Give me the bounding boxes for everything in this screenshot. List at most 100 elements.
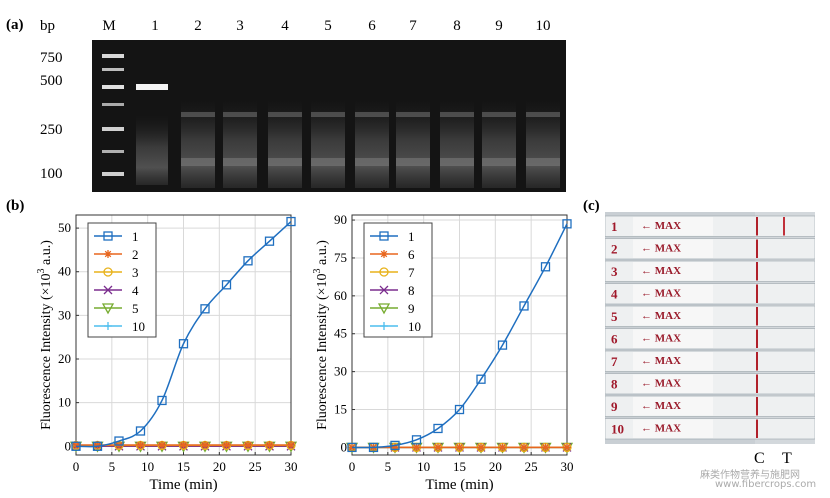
strip-10-max-text: ← MAX	[641, 423, 681, 435]
gel-band-lane-4	[268, 112, 302, 117]
strip-1-max-text: ← MAX	[641, 220, 681, 232]
c0-legend-marker-5	[101, 303, 115, 315]
c0-series-2-point-7	[222, 440, 231, 449]
c1-legend-label-10: 10	[408, 319, 421, 334]
c1-series-6-point-4	[434, 443, 442, 452]
c1-xtick-label-0: 0	[349, 459, 356, 474]
strip-6-max-text: ← MAX	[641, 333, 681, 345]
gel-band-lane-2	[181, 112, 215, 117]
c1-legend-marker-8	[379, 285, 389, 295]
c1-series-6-point-2	[391, 443, 399, 452]
c1-legend-label-7: 7	[408, 265, 415, 280]
c1-xlabel: Time (min)	[425, 477, 493, 493]
strip-4-label-area	[633, 284, 713, 303]
c0-ytick-label-1: 10	[58, 395, 71, 410]
c0-series-2-point-0	[72, 440, 80, 449]
c1-xtick-label-6: 30	[561, 459, 574, 474]
c1-series-1-point-3	[411, 435, 422, 445]
lane-label-3: 3	[236, 18, 244, 34]
strip-5: 5 ← MAX	[605, 305, 815, 327]
chart-right: 0 5 10 15 20 25 30 0 15 30 45 60 75 90 Time (min) Fluor…	[312, 212, 574, 493]
strip-7: 7 ← MAX	[605, 350, 815, 372]
c0-series-1-point-6	[200, 304, 210, 314]
strip-1: 1 ← MAX	[605, 215, 815, 237]
strip-8-max-text: ← MAX	[641, 378, 681, 390]
strip-3-number: 3	[611, 264, 618, 279]
c1-ylabel: Fluorescence Intensity (×103 a.u.)	[312, 240, 330, 430]
lane-label-2: 2	[194, 18, 202, 34]
c0-legend-marker-3	[103, 267, 113, 277]
c1-series-1-point-4	[433, 423, 443, 434]
strip-3-label-area	[633, 262, 713, 281]
c1-ytick-label-2: 30	[334, 364, 347, 379]
c1-series-1-point-5	[454, 404, 465, 415]
c1-legend-marker-7	[379, 267, 389, 277]
c1-ytick-label-0: 0	[341, 439, 348, 454]
c0-legend-label-2: 2	[132, 247, 139, 262]
c1-xtick-label-4: 20	[489, 459, 502, 474]
lane-label-5: 5	[324, 18, 332, 34]
c0-legend-box	[87, 222, 157, 338]
c0-xtick-label-6: 30	[285, 459, 298, 474]
c1-series-1-point-0	[347, 442, 357, 453]
ladder-label-100: 100	[40, 166, 63, 182]
lane-label-10: 10	[535, 18, 551, 34]
c0-legend: 1 2 3 4 5 10	[87, 222, 157, 338]
bp-label: bp	[40, 18, 55, 34]
gel-band-lane-9	[482, 112, 516, 117]
c0-legend-label-3: 3	[132, 265, 139, 280]
c0-legend-marker-1	[103, 231, 113, 241]
c1-legend-marker-10	[380, 322, 388, 330]
marker-lane-label: M	[102, 18, 116, 34]
c1-series-6-point-8	[520, 443, 528, 452]
panel-a-label: (a)	[6, 17, 24, 33]
ladder-label-250: 250	[40, 122, 63, 138]
c0-series-1-point-3	[135, 426, 146, 436]
ladder-label-500: 500	[40, 73, 63, 89]
strip-2-max-text: ← MAX	[641, 243, 681, 255]
c1-series-6-point-5	[455, 443, 464, 452]
c0-series-1-point-10	[286, 216, 296, 227]
c0-series-2-point-5	[179, 440, 188, 449]
c1-series-6-point-9	[541, 443, 550, 452]
c1-legend-marker-6	[380, 250, 388, 258]
c1-series-1-point-10	[562, 219, 572, 229]
c1-ytick-label-4: 60	[334, 288, 347, 303]
strip-3: 3 ← MAX	[605, 260, 815, 282]
c0-series-2-point-10	[287, 440, 295, 449]
lane-label-9: 9	[495, 18, 503, 34]
c1-legend-label-8: 8	[408, 283, 415, 298]
strip-7-number: 7	[611, 354, 618, 369]
c1-legend-marker-1	[379, 231, 389, 241]
strip-6-number: 6	[611, 332, 618, 347]
c1-series-1-point-6	[476, 374, 486, 384]
strip-7-max-text: ← MAX	[641, 355, 681, 367]
c1-series-1	[347, 219, 572, 453]
strip-9-max-text: ← MAX	[641, 400, 681, 412]
strip-3-max-text: ← MAX	[641, 265, 681, 277]
c0-legend-label-4: 4	[132, 283, 139, 298]
c0-ytick-label-3: 30	[58, 307, 71, 322]
c0-legend-label-10: 10	[132, 319, 145, 334]
gel-band-low-lane-2	[181, 158, 215, 166]
lane-label-1: 1	[151, 18, 159, 34]
c1-xtick-label-5: 25	[525, 459, 538, 474]
c1-ytick-label-1: 15	[334, 402, 347, 417]
c0-series-1	[71, 216, 296, 451]
strip-9-number: 9	[611, 399, 618, 414]
gel-band-low-lane-6	[355, 158, 389, 166]
c1-series-1-point-2	[390, 440, 400, 451]
c0-series-2-point-4	[158, 440, 166, 449]
c0-series-2-point-8	[244, 440, 252, 449]
c0-series-2-point-1	[93, 440, 102, 449]
c1-xtick-label-3: 15	[453, 459, 466, 474]
strip-2-number: 2	[611, 242, 618, 257]
gel-band-low-lane-5	[311, 158, 345, 166]
watermark-line2: www.fibercrops.com	[715, 479, 817, 490]
gel-band-lane-8	[440, 112, 474, 117]
panel-c-label: (c)	[583, 198, 600, 214]
c1-ytick-label-3: 45	[334, 326, 347, 341]
c0-legend-label-1: 1	[132, 229, 139, 244]
c1-xtick-label-1: 5	[385, 459, 392, 474]
